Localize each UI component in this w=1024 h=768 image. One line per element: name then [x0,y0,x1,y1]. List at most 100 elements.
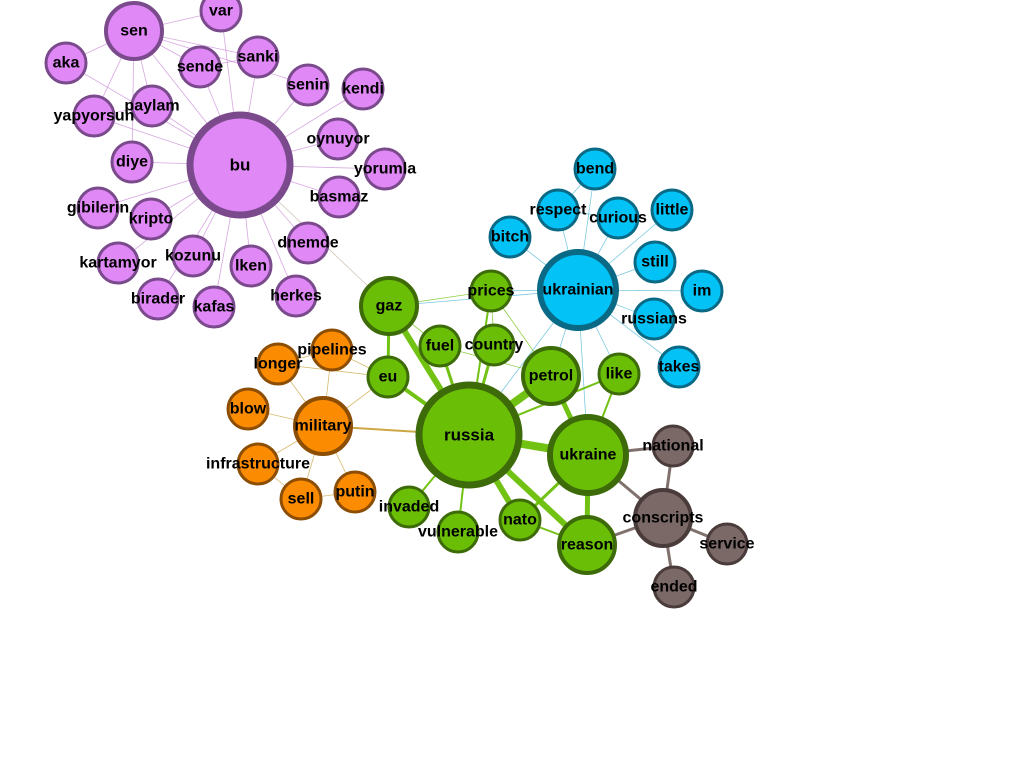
node-russians[interactable]: russians [621,297,687,341]
node-label: herkes [270,288,322,305]
node-circle [498,498,542,542]
node-takes[interactable]: takes [657,345,701,389]
node-label: prices [467,283,514,300]
node-longer[interactable]: longer [254,342,303,386]
node-label: sanki [238,49,279,66]
node-circle [316,117,360,161]
node-kripto[interactable]: kripto [129,197,174,241]
node-vulnerable[interactable]: vulnerable [418,510,498,554]
node-circle [521,346,581,406]
node-circle [573,147,617,191]
node-circle [547,414,629,496]
node-military[interactable]: military [293,396,353,456]
node-kafas[interactable]: kafas [192,285,236,329]
node-circle [415,381,523,489]
node-lken[interactable]: lken [229,244,273,288]
node-circle [130,84,174,128]
node-prices[interactable]: prices [467,269,515,313]
node-circle [286,63,330,107]
node-label: diye [116,154,148,171]
node-sende[interactable]: sende [177,45,223,89]
node-basmaz[interactable]: basmaz [310,175,369,219]
node-label: vulnerable [418,524,498,541]
node-service[interactable]: service [699,522,755,566]
node-reason[interactable]: reason [557,515,617,575]
node-circle [129,197,173,241]
node-ukraine[interactable]: ukraine [547,414,629,496]
node-circle [186,111,294,219]
node-kartamyor[interactable]: kartamyor [79,241,157,285]
node-dnemde[interactable]: dnemde [277,221,339,265]
node-im[interactable]: im [680,269,724,313]
node-circle [310,328,354,372]
node-layer: bu sen var aka sende sanki senin kendi paylamyap… [44,0,755,609]
node-circle [341,67,385,111]
node-label: ukrainian [542,282,613,299]
node-circle [488,215,532,259]
node-bend[interactable]: bend [573,147,617,191]
node-kendi[interactable]: kendi [341,67,385,111]
node-label: respect [530,202,588,219]
node-respect[interactable]: respect [530,188,588,232]
node-conscripts[interactable]: conscripts [623,488,704,548]
node-circle [256,342,300,386]
node-gaz[interactable]: gaz [359,276,419,336]
node-invaded[interactable]: invaded [379,485,439,529]
node-oynuyor[interactable]: oynuyor [306,117,370,161]
node-circle [171,234,215,278]
node-sanki[interactable]: sanki [236,35,280,79]
node-label: country [465,337,524,354]
node-diye[interactable]: diye [110,140,154,184]
node-circle [279,477,323,521]
node-circle [596,196,640,240]
node-circle [72,94,116,138]
node-bitch[interactable]: bitch [488,215,532,259]
node-label: kripto [129,211,174,228]
node-eu[interactable]: eu [366,355,410,399]
node-circle [680,269,724,313]
node-gibilerin[interactable]: gibilerin [67,186,129,230]
node-aka[interactable]: aka [44,41,88,85]
node-fuel[interactable]: fuel [418,324,462,368]
node-label: little [656,202,689,219]
node-circle [226,387,270,431]
node-curious[interactable]: curious [589,196,647,240]
node-circle [293,396,353,456]
node-kozunu[interactable]: kozunu [165,234,221,278]
node-circle [537,249,619,331]
node-circle [178,45,222,89]
node-yorumla[interactable]: yorumla [354,147,416,191]
node-ukrainian[interactable]: ukrainian [537,249,619,331]
node-circle [363,147,407,191]
node-label: takes [659,359,700,376]
node-nato[interactable]: nato [498,498,542,542]
node-pipelines[interactable]: pipelines [297,328,367,372]
node-still[interactable]: still [633,240,677,284]
node-label: kendi [342,81,384,98]
node-paylam[interactable]: paylam [124,84,180,128]
node-circle [705,522,749,566]
node-yapyorsun[interactable]: yapyorsun [54,94,135,138]
node-label: russians [621,311,687,328]
node-infrastructure[interactable]: infrastructure [206,442,310,486]
node-senin[interactable]: senin [286,63,330,107]
node-russia[interactable]: russia [415,381,523,489]
node-ended[interactable]: ended [650,565,698,609]
node-country[interactable]: country [465,323,524,367]
node-label: sen [120,23,148,40]
node-little[interactable]: little [650,188,694,232]
node-circle [387,485,431,529]
node-birader[interactable]: birader [131,277,185,321]
node-sen[interactable]: sen [104,1,164,61]
node-herkes[interactable]: herkes [270,274,322,318]
node-putin[interactable]: putin [333,470,377,514]
node-var[interactable]: var [199,0,243,33]
node-national[interactable]: national [642,424,704,468]
node-blow[interactable]: blow [226,387,270,431]
node-like[interactable]: like [597,352,641,396]
node-bu[interactable]: bu [186,111,294,219]
node-sell[interactable]: sell [279,477,323,521]
node-petrol[interactable]: petrol [521,346,581,406]
